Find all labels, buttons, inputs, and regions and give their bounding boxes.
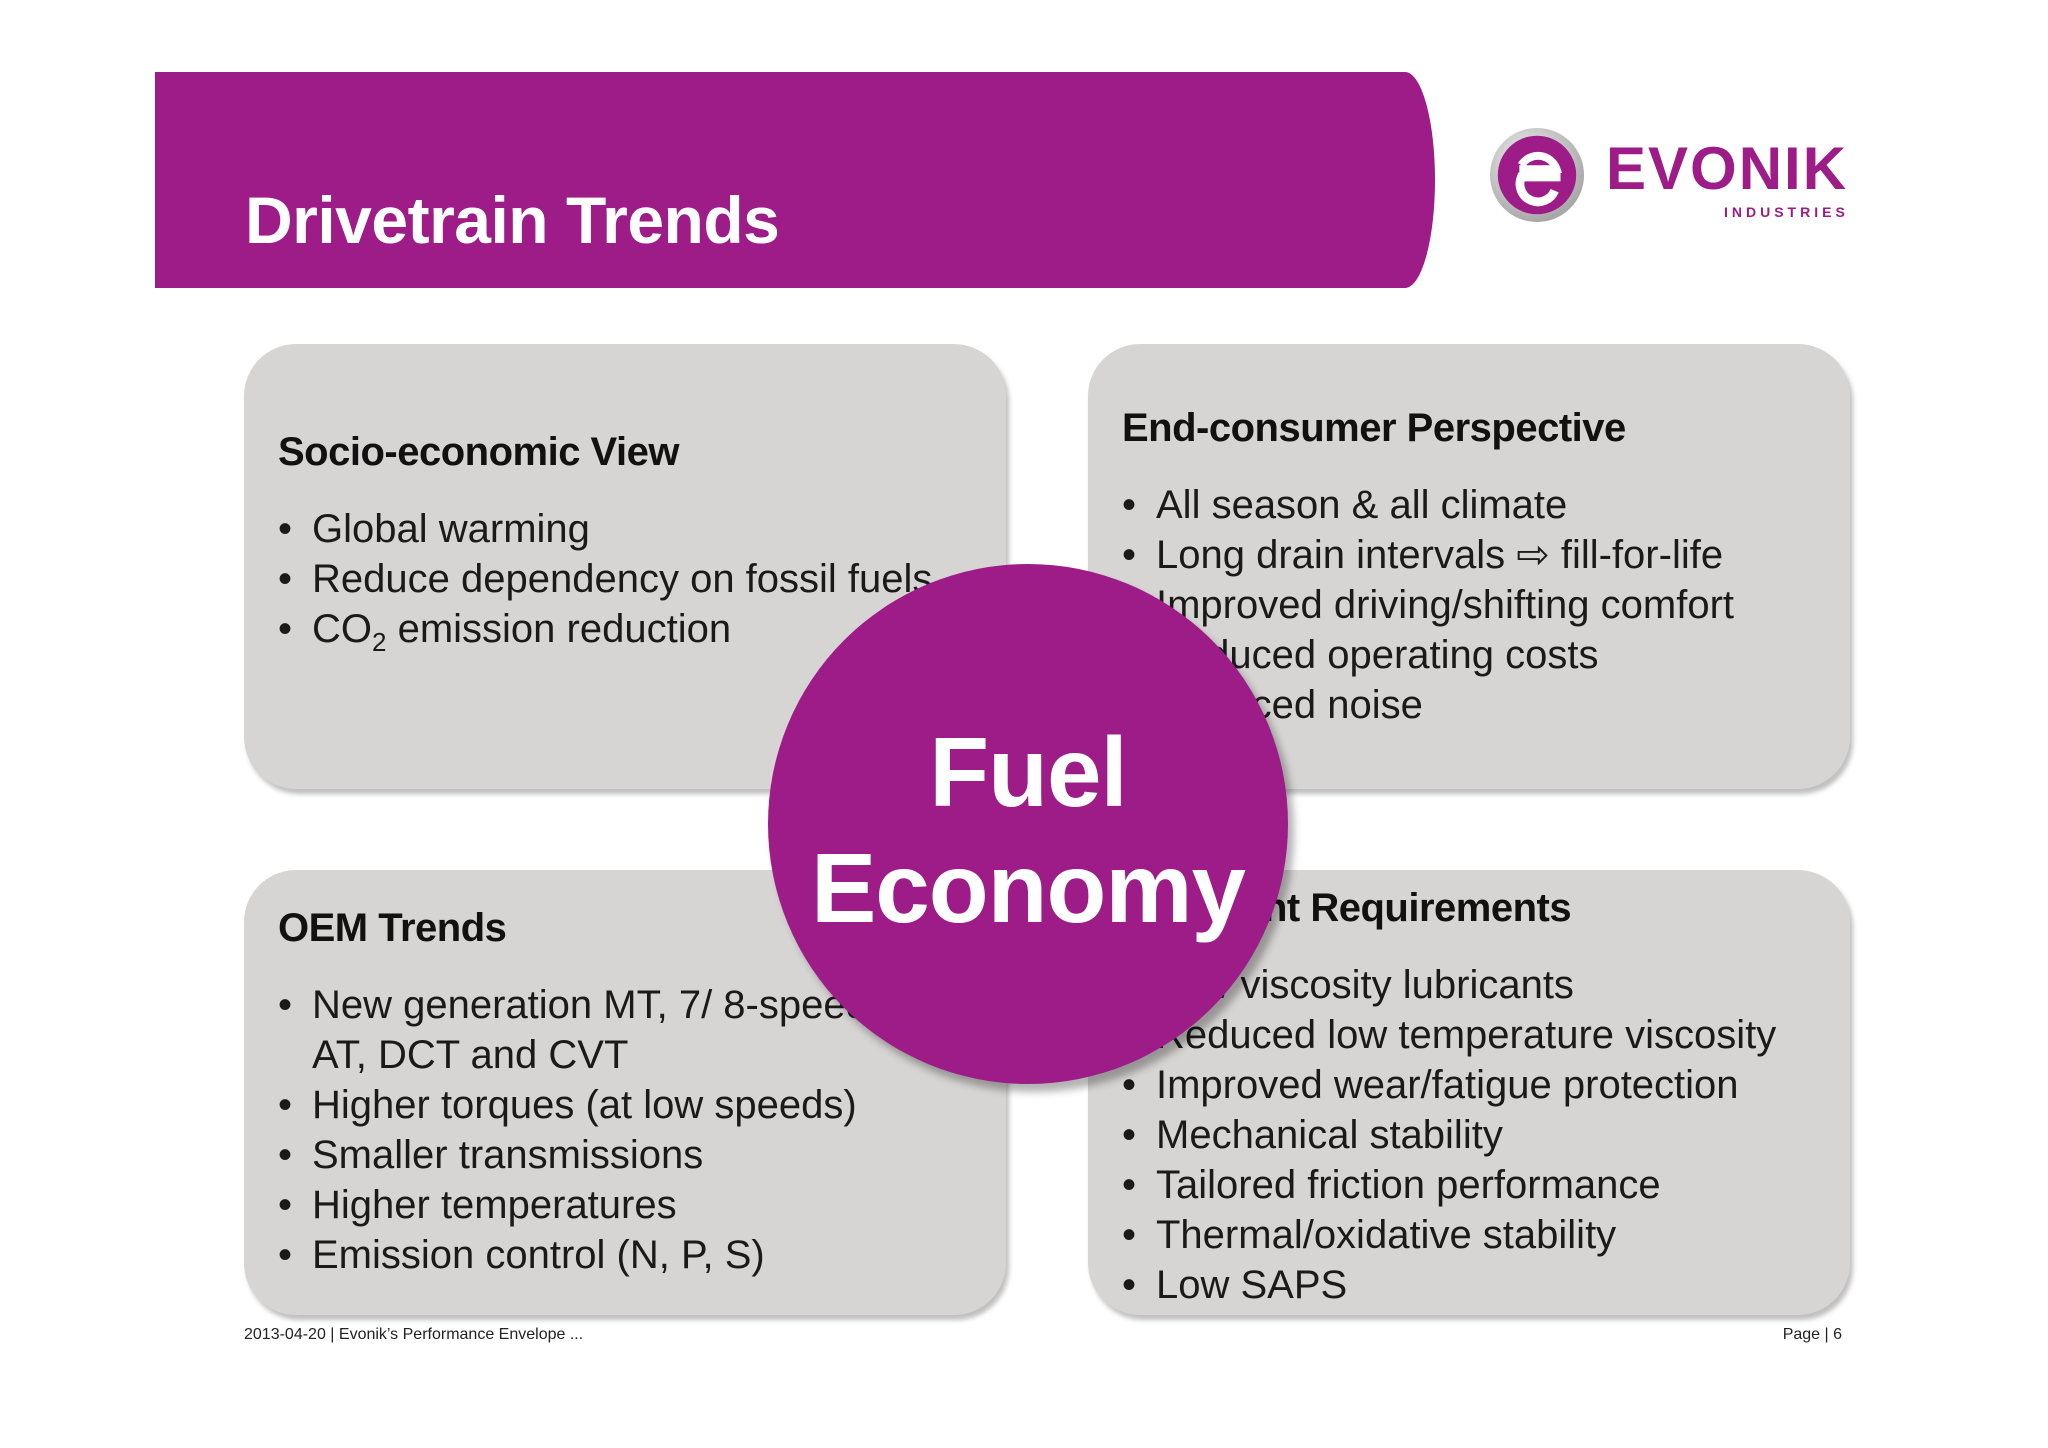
page-title: Drivetrain Trends <box>245 183 780 257</box>
co2-text: emission reduction <box>397 607 732 651</box>
co2-subscript: 2 <box>372 627 387 657</box>
footer-date-title: 2013-04-20 | Evonik’s Performance Envelo… <box>244 1326 584 1343</box>
list-item-continuation: AT, DCT and CVT <box>312 1033 629 1077</box>
bullet-list: Low viscosity lubricants Reduced low tem… <box>1122 960 1776 1310</box>
bullet-list: New generation MT, 7/ 8-speed AT, DCT an… <box>278 980 868 1280</box>
list-item: Mechanical stability <box>1122 1110 1776 1160</box>
evonik-logo-icon <box>1489 127 1585 223</box>
list-item: Higher torques (at low speeds) <box>278 1080 868 1130</box>
list-item: Improved wear/fatigue protection <box>1122 1060 1776 1110</box>
circle-line-1: Fuel <box>929 717 1127 827</box>
title-banner: Drivetrain Trends <box>155 72 1435 288</box>
fuel-economy-circle: Fuel Economy <box>768 564 1288 1084</box>
list-item: Thermal/oxidative stability <box>1122 1210 1776 1260</box>
list-item: CO2 emission reduction <box>278 604 932 667</box>
list-item: Low SAPS <box>1122 1260 1776 1310</box>
bullet-list: Global warming Reduce dependency on foss… <box>278 504 932 667</box>
list-item: Long drain intervals ⇨ fill-for-life <box>1122 530 1734 580</box>
list-item: Reduce dependency on fossil fuels <box>278 554 932 604</box>
box-title: End-consumer Perspective <box>1122 406 1626 450</box>
list-item: Smaller transmissions <box>278 1130 868 1180</box>
circle-line-2: Economy <box>810 833 1246 943</box>
footer-page-number: Page | 6 <box>1782 1326 1842 1343</box>
box-title: OEM Trends <box>278 906 507 950</box>
list-item: Improved driving/shifting comfort <box>1122 580 1734 630</box>
list-item: All season & all climate <box>1122 480 1734 530</box>
logo-wordmark: EVONIK <box>1606 135 1849 202</box>
list-item: Global warming <box>278 504 932 554</box>
list-item: Emission control (N, P, S) <box>278 1230 868 1280</box>
logo-subtitle: INDUSTRIES <box>1724 204 1849 220</box>
list-item: Tailored friction performance <box>1122 1160 1776 1210</box>
list-item: New generation MT, 7/ 8-speed <box>278 980 868 1030</box>
list-item: Reduced low temperature viscosity <box>1122 1010 1776 1060</box>
list-item: Higher temperatures <box>278 1180 868 1230</box>
evonik-logo: EVONIK INDUSTRIES <box>1488 126 1868 228</box>
box-title: Socio-economic View <box>278 430 680 474</box>
co2-label: CO <box>312 607 372 651</box>
circle-text: Fuel Economy <box>768 714 1288 946</box>
